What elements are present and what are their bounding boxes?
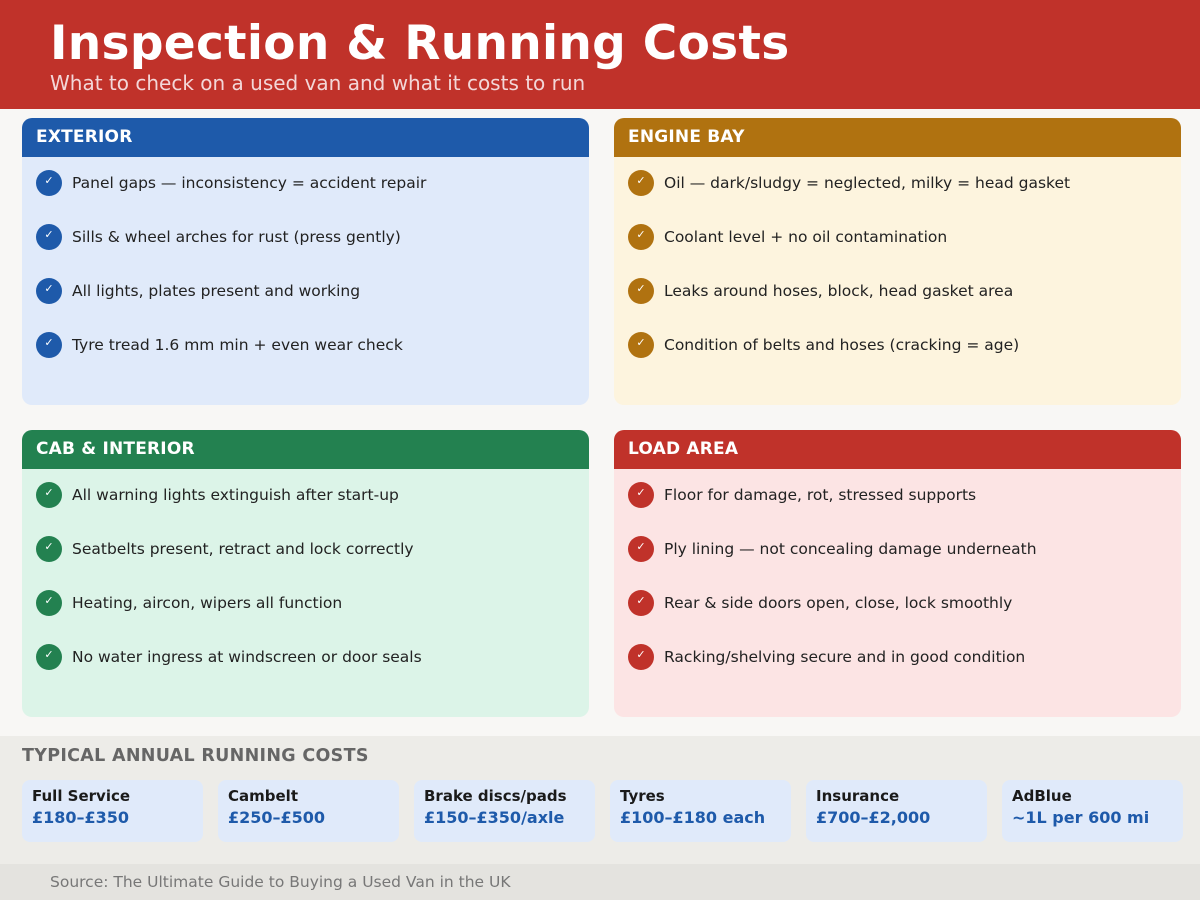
checklist-item: ✓ Heating, aircon, wipers all function [22,590,589,644]
cost-label: AdBlue [1012,787,1072,805]
checklist-item-text: All warning lights extinguish after star… [72,486,399,504]
checklist-item: ✓ Coolant level + no oil contamination [614,224,1181,278]
cost-tile: Cambelt £250–£500 [218,780,399,842]
checklist: ✓ Panel gaps — inconsistency = accident r… [22,157,589,386]
page-subtitle: What to check on a used van and what it … [50,71,586,95]
checklist-item: ✓ Floor for damage, rot, stressed support… [614,482,1181,536]
card-title: LOAD AREA [614,430,1181,469]
cost-value: £250–£500 [228,808,326,827]
card-title: EXTERIOR [22,118,589,157]
check-icon: ✓ [36,278,62,304]
cost-value: £100–£180 each [620,808,766,827]
check-icon: ✓ [36,332,62,358]
check-icon: ✓ [628,224,654,250]
card-title: CAB & INTERIOR [22,430,589,469]
checklist-item: ✓ Rear & side doors open, close, lock smo… [614,590,1181,644]
checklist-item-text: Coolant level + no oil contamination [664,228,948,246]
running-costs-section: TYPICAL ANNUAL RUNNING COSTS Full Servic… [0,736,1200,864]
cost-tile: Insurance £700–£2,000 [806,780,987,842]
checklist-item: ✓ Condition of belts and hoses (cracking … [614,332,1181,386]
footer: Source: The Ultimate Guide to Buying a U… [0,864,1200,900]
cost-label: Insurance [816,787,900,805]
checklist-item: ✓ Sills & wheel arches for rust (press ge… [22,224,589,278]
checklist-item-text: Rear & side doors open, close, lock smoo… [664,594,1013,612]
load-area-checklist-card: LOAD AREA ✓ Floor for damage, rot, stress… [614,430,1181,717]
checklist-item-text: Ply lining — not concealing damage under… [664,540,1037,558]
cost-label: Full Service [32,787,131,805]
cost-tile: AdBlue ~1L per 600 mi [1002,780,1183,842]
checklist: ✓ All warning lights extinguish after sta… [22,469,589,698]
checklist-item: ✓ Leaks around hoses, block, head gasket … [614,278,1181,332]
checklist-item-text: Condition of belts and hoses (cracking =… [664,336,1020,354]
cost-tile: Full Service £180–£350 [22,780,203,842]
checklist-item: ✓ No water ingress at windscreen or door … [22,644,589,698]
checklist-item: ✓ All warning lights extinguish after sta… [22,482,589,536]
checklist: ✓ Floor for damage, rot, stressed support… [614,469,1181,698]
checklist-item-text: Racking/shelving secure and in good cond… [664,648,1026,666]
engine-bay-checklist-card: ENGINE BAY ✓ Oil — dark/sludgy = neglecte… [614,118,1181,405]
cost-label: Tyres [620,787,665,805]
checklist-item-text: Panel gaps — inconsistency = accident re… [72,174,427,192]
check-icon: ✓ [36,536,62,562]
cost-value: £150–£350/axle [424,808,565,827]
checklist-item-text: Floor for damage, rot, stressed supports [664,486,977,504]
checklist-item-text: All lights, plates present and working [72,282,361,300]
checklist-item-text: Tyre tread 1.6 mm min + even wear check [72,336,403,354]
source-note: Source: The Ultimate Guide to Buying a U… [50,873,511,891]
check-icon: ✓ [628,170,654,196]
check-icon: ✓ [36,590,62,616]
cost-tile: Brake discs/pads £150–£350/axle [414,780,595,842]
page-title: Inspection & Running Costs [50,16,790,71]
check-icon: ✓ [628,590,654,616]
cost-value: £180–£350 [32,808,130,827]
check-icon: ✓ [36,224,62,250]
checklist-item: ✓ Seatbelts present, retract and lock cor… [22,536,589,590]
header-banner: Inspection & Running Costs What to check… [0,0,1200,109]
checklist-item-text: Seatbelts present, retract and lock corr… [72,540,414,558]
cost-tile: Tyres £100–£180 each [610,780,791,842]
check-icon: ✓ [628,536,654,562]
checklist-item: ✓ All lights, plates present and working [22,278,589,332]
check-icon: ✓ [628,644,654,670]
checklist-item: ✓ Tyre tread 1.6 mm min + even wear check [22,332,589,386]
cost-value: ~1L per 600 mi [1012,808,1150,827]
cost-label: Cambelt [228,787,298,805]
checklist-item: ✓ Ply lining — not concealing damage unde… [614,536,1181,590]
exterior-checklist-card: EXTERIOR ✓ Panel gaps — inconsistency = a… [22,118,589,405]
check-icon: ✓ [36,482,62,508]
checklist-item-text: Leaks around hoses, block, head gasket a… [664,282,1014,300]
check-icon: ✓ [628,332,654,358]
checklist-item-text: Oil — dark/sludgy = neglected, milky = h… [664,174,1071,192]
check-icon: ✓ [628,278,654,304]
cab-interior-checklist-card: CAB & INTERIOR ✓ All warning lights extin… [22,430,589,717]
checklist-item: ✓ Panel gaps — inconsistency = accident r… [22,170,589,224]
checklist: ✓ Oil — dark/sludgy = neglected, milky = … [614,157,1181,386]
checklist-item-text: No water ingress at windscreen or door s… [72,648,422,666]
cost-value: £700–£2,000 [816,808,931,827]
check-icon: ✓ [628,482,654,508]
card-title: ENGINE BAY [614,118,1181,157]
check-icon: ✓ [36,644,62,670]
running-costs-title: TYPICAL ANNUAL RUNNING COSTS [22,746,369,766]
checklist-item-text: Heating, aircon, wipers all function [72,594,343,612]
checklist-item: ✓ Racking/shelving secure and in good con… [614,644,1181,698]
checklist-item-text: Sills & wheel arches for rust (press gen… [72,228,401,246]
cost-label: Brake discs/pads [424,787,567,805]
checklist-item: ✓ Oil — dark/sludgy = neglected, milky = … [614,170,1181,224]
check-icon: ✓ [36,170,62,196]
